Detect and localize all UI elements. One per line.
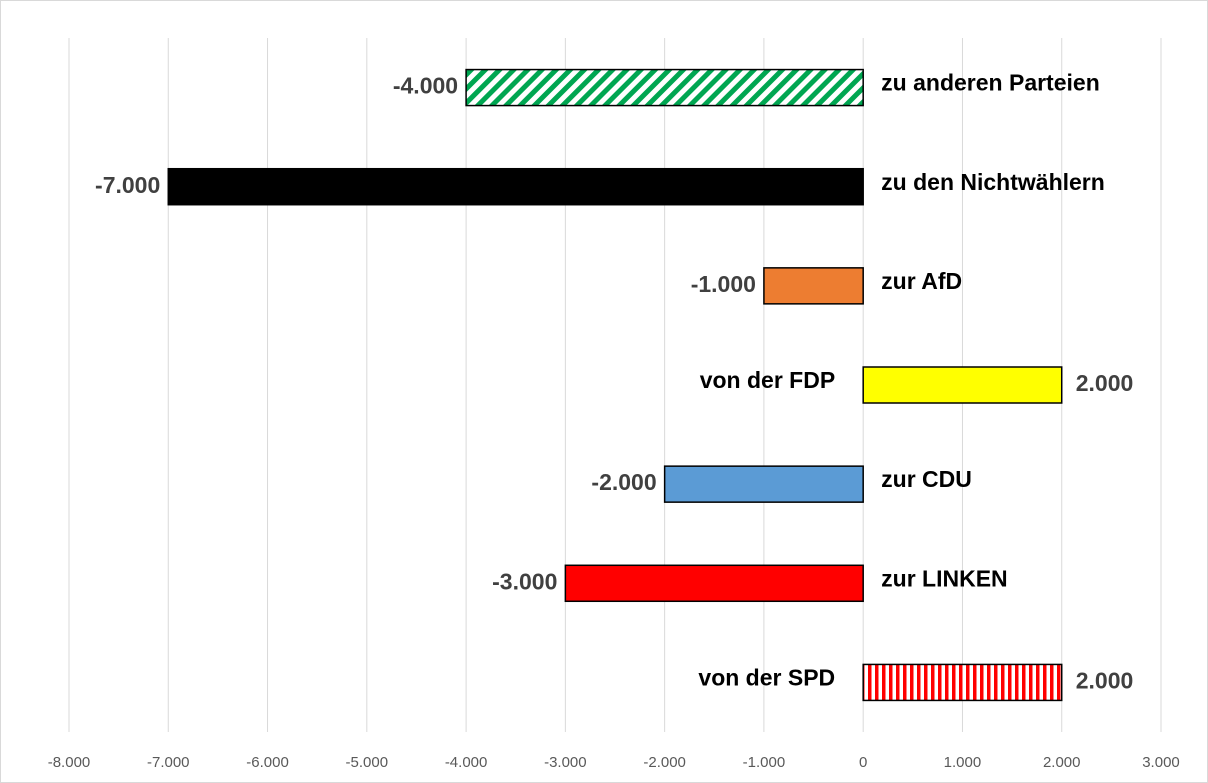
x-tick-label: 1.000 <box>944 754 982 771</box>
value-label: -1.000 <box>691 271 756 297</box>
value-label: -3.000 <box>492 568 557 594</box>
x-tick-label: -4.000 <box>445 754 488 771</box>
x-tick-label: -8.000 <box>48 754 91 771</box>
category-label: zur CDU <box>881 466 972 492</box>
bar <box>763 267 864 305</box>
value-label: -4.000 <box>393 73 458 99</box>
category-label: zu anderen Parteien <box>881 70 1100 96</box>
x-tick-label: -6.000 <box>246 754 289 771</box>
x-tick-label: 0 <box>859 754 867 771</box>
category-label: von der FDP <box>700 367 835 393</box>
category-label: von der SPD <box>698 665 835 691</box>
bar <box>862 663 1063 702</box>
category-label: zu den Nichtwählern <box>881 169 1105 195</box>
x-tick-label: -5.000 <box>346 754 389 771</box>
bar <box>663 465 864 503</box>
x-tick-label: -3.000 <box>544 754 587 771</box>
value-label: 2.000 <box>1076 668 1134 694</box>
value-label: -2.000 <box>591 469 656 495</box>
bar <box>167 167 864 206</box>
x-tick-label: -7.000 <box>147 754 190 771</box>
value-label: -7.000 <box>95 172 160 198</box>
bar <box>465 68 864 107</box>
x-tick-label: -1.000 <box>743 754 786 771</box>
x-tick-label: 3.000 <box>1142 754 1180 771</box>
bar <box>564 564 864 603</box>
bar <box>862 366 1063 404</box>
x-tick-label: 2.000 <box>1043 754 1081 771</box>
value-label: 2.000 <box>1076 370 1134 396</box>
category-label: zur LINKEN <box>881 565 1008 591</box>
x-tick-label: -2.000 <box>643 754 686 771</box>
category-label: zur AfD <box>881 268 962 294</box>
